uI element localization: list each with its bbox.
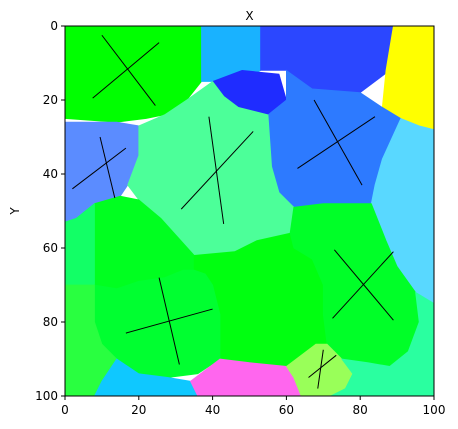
orientation-segment-14 bbox=[308, 354, 337, 378]
orientation-segments bbox=[72, 34, 394, 389]
grain-regions bbox=[65, 26, 434, 396]
orientation-segment-3 bbox=[99, 136, 116, 199]
y-axis-title: Y bbox=[8, 207, 22, 216]
plot-frame bbox=[64, 25, 435, 397]
chart-title: X bbox=[245, 9, 253, 23]
x-tick-label-60: 60 bbox=[279, 403, 294, 417]
orientation-segment-7 bbox=[313, 99, 363, 186]
orientation-segment-4 bbox=[72, 147, 127, 190]
orientation-segment-13 bbox=[317, 349, 324, 389]
y-axis-ticks: 0 20 40 60 80 100 bbox=[35, 19, 65, 403]
y-tick-label-80: 80 bbox=[43, 315, 58, 329]
grain-region-grain-bottom-right-teal bbox=[330, 291, 434, 396]
y-tick-label-20: 20 bbox=[43, 93, 58, 107]
x-tick-label-80: 80 bbox=[353, 403, 368, 417]
x-tick-label-100: 100 bbox=[423, 403, 446, 417]
x-tick-label-0: 0 bbox=[61, 403, 69, 417]
orientation-segment-10 bbox=[125, 308, 213, 334]
orientation-segment-8 bbox=[297, 116, 376, 169]
orientation-segment-5 bbox=[208, 116, 225, 225]
orientation-segment-2 bbox=[92, 42, 160, 99]
y-tick-label-0: 0 bbox=[50, 19, 58, 33]
y-tick-label-60: 60 bbox=[43, 241, 58, 255]
orientation-segment-1 bbox=[101, 34, 156, 106]
y-tick-label-100: 100 bbox=[35, 389, 58, 403]
grain-region-grain-left-mint bbox=[65, 202, 95, 286]
orientation-segment-12 bbox=[332, 251, 394, 319]
x-tick-label-40: 40 bbox=[205, 403, 220, 417]
y-tick-label-40: 40 bbox=[43, 167, 58, 181]
orientation-segment-11 bbox=[333, 249, 394, 321]
orientation-segment-6 bbox=[180, 131, 254, 210]
x-tick-label-20: 20 bbox=[131, 403, 146, 417]
x-axis-ticks: 0 20 40 60 80 100 bbox=[61, 396, 445, 417]
